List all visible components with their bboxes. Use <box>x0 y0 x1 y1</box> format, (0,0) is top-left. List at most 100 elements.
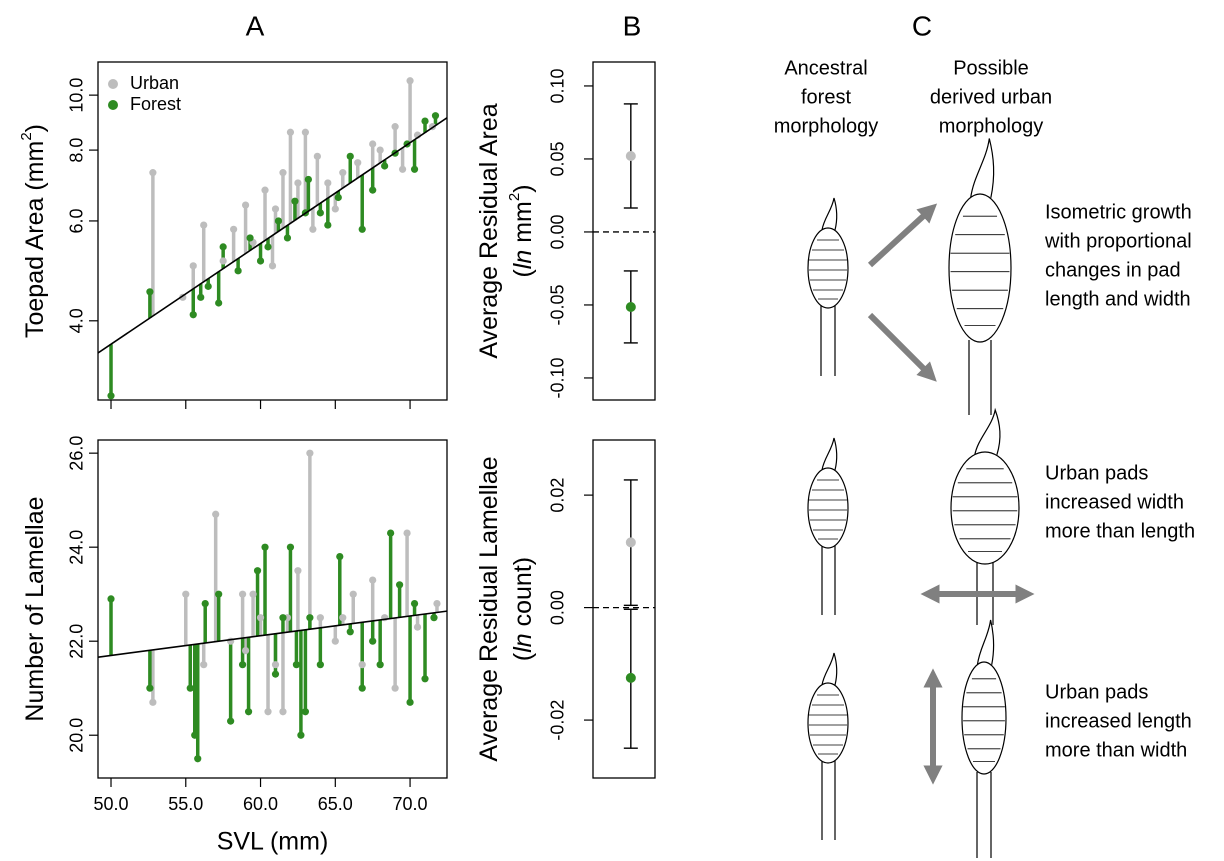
axis-title-part: ) <box>509 184 537 192</box>
point <box>410 599 419 608</box>
point <box>354 159 362 167</box>
point <box>253 567 262 575</box>
point <box>334 193 342 202</box>
point <box>391 123 399 131</box>
point <box>304 175 312 184</box>
y-tick-label: -0.02 <box>548 700 568 741</box>
diagram-heading: morphology <box>939 115 1044 137</box>
point <box>219 243 227 251</box>
point <box>331 205 339 213</box>
legend-label: Urban <box>130 73 179 93</box>
axis-title-part: ) <box>21 124 49 132</box>
diagram-caption: increased length <box>1045 710 1192 732</box>
y-tick-label: 20.0 <box>67 718 87 753</box>
point <box>306 449 314 457</box>
point <box>194 755 202 763</box>
mean-point <box>625 151 636 162</box>
axis-title-part: 2 <box>506 193 523 201</box>
point <box>376 661 384 669</box>
fit-line <box>98 117 447 354</box>
plot-area <box>98 449 447 763</box>
plot-frame <box>97 439 448 779</box>
panel-label: A <box>246 10 265 41</box>
y-tick-label: 0.02 <box>548 478 568 513</box>
axis-title-part: Number of Lamellae <box>21 496 49 721</box>
legend-swatch <box>108 100 118 110</box>
diagram-heading: derived urban <box>930 86 1052 108</box>
y-tick-label: 24.0 <box>67 530 87 565</box>
point <box>406 77 414 85</box>
y-tick-label: 8.0 <box>67 138 87 163</box>
plot-frame <box>592 439 656 779</box>
point <box>189 262 197 270</box>
point <box>200 661 208 669</box>
point <box>107 595 115 603</box>
y-tick-label: 0.05 <box>548 141 568 176</box>
diagram-caption: increased width <box>1045 491 1184 513</box>
axis-title-part: Average Residual Area <box>475 103 503 358</box>
diagram-heading: forest <box>801 86 851 108</box>
point <box>200 221 208 229</box>
point <box>238 661 247 669</box>
y-tick-label: 22.0 <box>67 624 87 659</box>
point <box>191 731 199 739</box>
point <box>369 637 377 645</box>
point <box>376 146 384 154</box>
legend-label: Forest <box>130 94 181 114</box>
toe-ancestral <box>807 437 849 549</box>
diagram-caption: changes in pad <box>1045 259 1181 281</box>
diagram-caption: Isometric growth <box>1045 201 1192 223</box>
point <box>294 567 302 575</box>
point <box>358 225 366 233</box>
toe-long <box>961 619 1007 775</box>
diagram-heading: Ancestral <box>784 57 867 79</box>
point <box>413 623 422 631</box>
point <box>241 647 250 655</box>
point <box>234 267 242 275</box>
y-tick-label: 4.0 <box>67 308 87 333</box>
axis-title-part: ( <box>509 269 537 278</box>
axis-title-part: ln <box>509 250 537 269</box>
point <box>291 197 299 205</box>
y-tick-label: 10.0 <box>67 78 87 113</box>
point <box>212 510 220 518</box>
point <box>324 221 332 229</box>
axis-title: Toepad Area (mm2) <box>18 124 48 338</box>
axis-title-part: ( <box>509 652 537 661</box>
point <box>316 209 324 217</box>
point <box>433 599 441 608</box>
point <box>146 288 154 296</box>
point <box>219 257 227 265</box>
point <box>339 614 347 622</box>
point <box>391 684 399 692</box>
point <box>146 684 154 692</box>
axis-title: (ln count) <box>509 557 537 661</box>
point <box>215 299 223 307</box>
x-tick-label: 70.0 <box>393 794 428 814</box>
diagram-heading: morphology <box>774 115 879 137</box>
point <box>227 717 235 725</box>
point <box>316 614 324 622</box>
point <box>294 179 302 187</box>
point <box>264 243 272 251</box>
point <box>292 661 301 669</box>
plot-frame <box>592 61 656 401</box>
y-tick-label: -0.10 <box>548 357 568 398</box>
mean-point <box>625 301 636 312</box>
axis-title-part: count <box>509 565 537 633</box>
y-tick-label: 26.0 <box>67 436 87 471</box>
point <box>246 234 254 242</box>
point <box>331 637 339 645</box>
point <box>369 576 377 584</box>
point <box>316 661 324 669</box>
point <box>369 186 377 194</box>
point <box>309 225 317 233</box>
point <box>286 543 295 551</box>
point <box>279 614 287 622</box>
point <box>301 128 309 136</box>
axis-title-part: ln <box>509 633 537 652</box>
point <box>244 708 253 716</box>
point <box>279 708 287 716</box>
axis-title: (ln mm2) <box>506 184 536 277</box>
x-axis-title: SVL (mm) <box>217 828 329 856</box>
